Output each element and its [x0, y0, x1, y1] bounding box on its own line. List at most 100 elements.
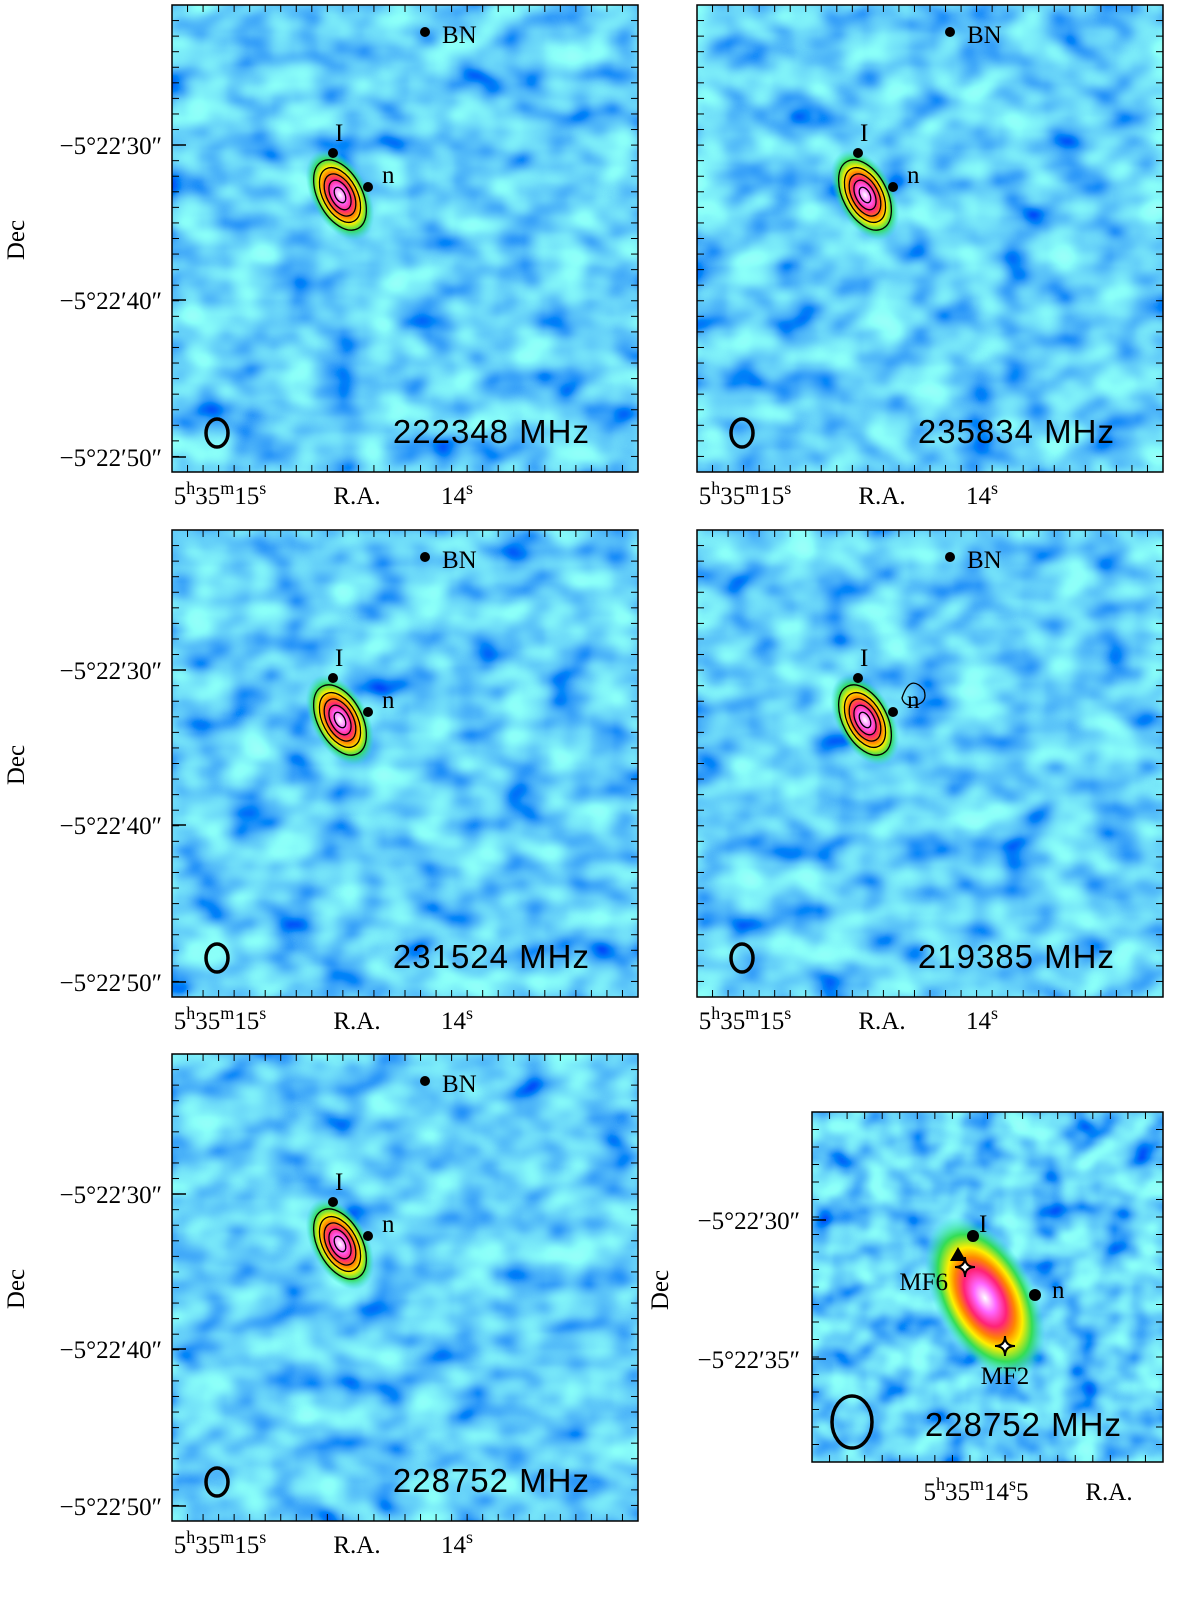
beam: [204, 417, 230, 449]
source-label: n: [1052, 1277, 1065, 1304]
x-tick-part: 35: [720, 1008, 745, 1035]
y-tick-label: −5°22′30″: [60, 133, 162, 160]
source-label: n: [382, 1211, 395, 1238]
map-background: [697, 5, 1163, 472]
x-tick-label: 5h35m15s: [174, 1527, 267, 1559]
source-label: BN: [967, 22, 1002, 49]
y-tick-label: −5°22′30″: [698, 1208, 800, 1235]
x-tick-part: m: [745, 478, 759, 498]
x-tick-part: 5: [174, 1532, 187, 1559]
x-tick-part: s: [259, 1527, 266, 1547]
source-label: BN: [967, 547, 1002, 574]
source: [830, 149, 900, 241]
x-tick-part: 35: [195, 483, 220, 510]
contour: [858, 711, 872, 729]
marker-dot: [420, 1076, 430, 1086]
x-tick-part: 5: [174, 1008, 187, 1035]
contour: [328, 179, 352, 211]
marker-dot: [328, 673, 338, 683]
y-tick-label: −5°22′40″: [60, 288, 162, 315]
contour: [837, 159, 893, 231]
x-tick-label: 5h35m15s: [174, 478, 267, 510]
frequency-label: 219385 MHz: [918, 938, 1115, 975]
marker-dot: [328, 148, 338, 158]
marker-dot: [1029, 1289, 1041, 1301]
y-axis-label: Dec: [3, 745, 30, 785]
x-axis-label: R.A.: [333, 483, 380, 510]
x-tick-part: s: [784, 1003, 791, 1023]
x-tick-part: 15: [234, 1532, 259, 1559]
x-tick-part: 5: [699, 1008, 712, 1035]
map-frame: [811, 1111, 1164, 1463]
contour: [323, 173, 357, 217]
marker-star: [954, 1256, 976, 1278]
contour: [901, 682, 926, 706]
x-tick-part: 14: [441, 1532, 467, 1559]
marker-dot: [945, 27, 955, 37]
x-tick-part: 14: [966, 1008, 992, 1035]
x-tick-part: s: [1009, 1474, 1016, 1494]
contour: [333, 711, 347, 729]
frequency-label: 222348 MHz: [393, 413, 590, 450]
marker-dot: [363, 182, 373, 192]
contour: [323, 1222, 357, 1266]
beam: [729, 942, 755, 974]
marker-dot: [363, 707, 373, 717]
marker-dot: [853, 148, 863, 158]
y-axis-label: Dec: [3, 220, 30, 260]
x-tick-part: m: [745, 1003, 759, 1023]
x-tick-part: s: [466, 1003, 473, 1023]
source-label: I: [979, 1211, 987, 1238]
source: [305, 674, 375, 766]
y-tick-label: −5°22′50″: [60, 1494, 162, 1521]
y-tick-label: −5°22′50″: [60, 445, 162, 472]
beam: [204, 1466, 230, 1498]
x-tick-part: 14: [984, 1479, 1010, 1506]
x-axis-label: R.A.: [333, 1008, 380, 1035]
marker-triangle: [950, 1247, 966, 1261]
frequency-label: 231524 MHz: [393, 938, 590, 975]
map-background: [172, 530, 638, 997]
map-frame: [171, 4, 639, 473]
map-background: [697, 530, 1163, 997]
contour: [328, 704, 352, 736]
x-tick-part: 14: [966, 483, 992, 510]
x-tick-part: h: [186, 478, 195, 498]
source-label: I: [860, 645, 868, 672]
contour: [328, 1228, 352, 1260]
marker-dot: [888, 182, 898, 192]
x-tick-label: 14s: [966, 1003, 998, 1035]
x-tick-part: m: [970, 1474, 984, 1494]
contour: [837, 684, 893, 756]
marker-dot: [420, 27, 430, 37]
source-label: BN: [442, 22, 477, 49]
x-tick-part: m: [220, 1003, 234, 1023]
source: [305, 1198, 375, 1290]
x-tick-part: s: [259, 1003, 266, 1023]
source-label: BN: [442, 547, 477, 574]
marker-dot: [853, 673, 863, 683]
x-tick-label: 14s: [966, 478, 998, 510]
contour: [848, 173, 882, 217]
beam: [830, 1394, 874, 1450]
x-tick-part: 15: [759, 483, 784, 510]
x-tick-part: 35: [720, 483, 745, 510]
map-background: [172, 1054, 638, 1521]
x-tick-part: s: [466, 1527, 473, 1547]
x-tick-part: 5: [923, 1479, 936, 1506]
x-tick-part: 5: [1016, 1479, 1029, 1506]
contour: [318, 691, 362, 749]
map-frame: [171, 529, 639, 998]
x-tick-part: h: [186, 1527, 195, 1547]
x-tick-part: 15: [234, 483, 259, 510]
x-tick-part: s: [784, 478, 791, 498]
x-tick-label: 14s: [441, 1527, 473, 1559]
contour: [318, 166, 362, 224]
source-label: MF2: [981, 1363, 1030, 1390]
beam: [729, 417, 755, 449]
x-tick-label: 14s: [441, 478, 473, 510]
contour: [848, 698, 882, 742]
y-tick-label: −5°22′30″: [60, 658, 162, 685]
